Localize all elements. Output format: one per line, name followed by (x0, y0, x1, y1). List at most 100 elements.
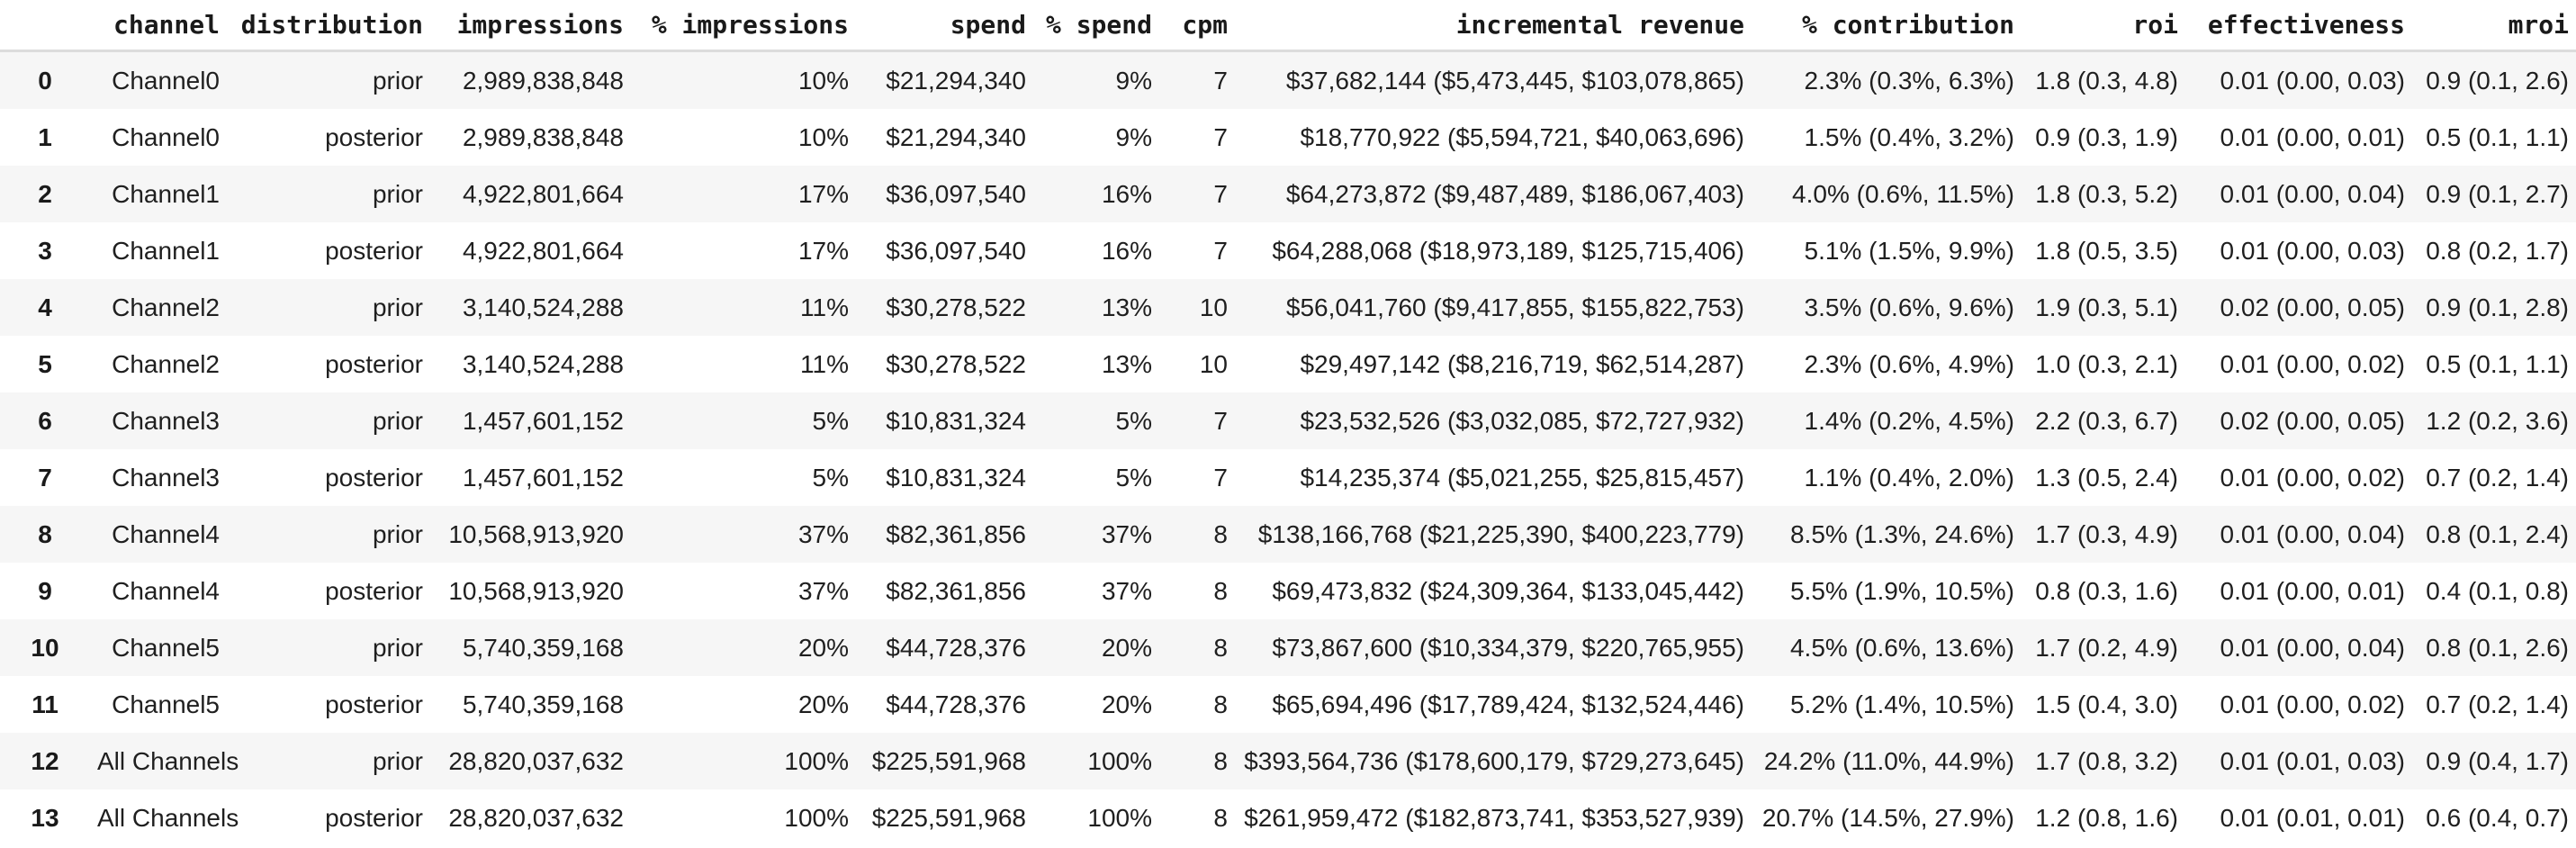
table-cell: $21,294,340 (886, 122, 1026, 151)
table-cell: $64,273,872 ($9,487,489, $186,067,403) (1285, 179, 1744, 208)
table-cell: 0.01 (0.01, 0.01) (2220, 803, 2405, 832)
row-index: 3 (38, 236, 52, 265)
table-cell: 1.3 (0.5, 2.4) (2035, 463, 2178, 492)
row-index: 1 (38, 122, 52, 151)
table-cell: 16% (1101, 236, 1152, 265)
row-index: 5 (38, 349, 52, 378)
table-cell: Channel5 (112, 690, 220, 718)
table-cell: Channel2 (112, 293, 220, 321)
table-cell: 0.9 (0.1, 2.7) (2426, 179, 2569, 208)
table-row: 3 Channel1 posterior 4,922,801,664 17% $36,09… (0, 222, 2576, 279)
table-cell: posterior (325, 349, 423, 378)
table-cell: Channel0 (112, 122, 220, 151)
table-cell: 0.01 (0.00, 0.04) (2220, 179, 2405, 208)
table-cell: $44,728,376 (886, 690, 1026, 718)
table-cell: posterior (325, 463, 423, 492)
table-cell: posterior (325, 690, 423, 718)
table-cell: $36,097,540 (886, 236, 1026, 265)
row-index: 0 (38, 66, 52, 95)
table-cell: Channel1 (112, 179, 220, 208)
table-cell: 8 (1213, 576, 1228, 605)
table-cell: 37% (1101, 576, 1152, 605)
column-header-distribution: distribution (227, 0, 430, 52)
table-cell: 1.5 (0.4, 3.0) (2035, 690, 2178, 718)
table-cell: 37% (1101, 519, 1152, 548)
row-index: 7 (38, 463, 52, 492)
table-cell: 8 (1213, 803, 1228, 832)
column-header-spend: spend (856, 0, 1033, 52)
table-cell: 5.5% (1.9%, 10.5%) (1789, 576, 2014, 605)
table-cell: 0.02 (0.00, 0.05) (2220, 293, 2405, 321)
table-cell: 10% (797, 122, 849, 151)
column-header-channel: channel (90, 0, 227, 52)
table-row: 5 Channel2 posterior 3,140,524,288 11% $30,27… (0, 336, 2576, 392)
table-cell: 0.9 (0.4, 1.7) (2426, 746, 2569, 775)
table-cell: prior (372, 519, 423, 548)
table-cell: 0.01 (0.00, 0.04) (2220, 633, 2405, 662)
table-cell: $14,235,374 ($5,021,255, $25,815,457) (1300, 463, 1744, 492)
table-cell: 0.4 (0.1, 0.8) (2426, 576, 2569, 605)
table-cell: 1.7 (0.2, 4.9) (2035, 633, 2178, 662)
table-cell: 20% (797, 633, 849, 662)
table-cell: 9% (1115, 66, 1152, 95)
table-cell: 8 (1213, 633, 1228, 662)
table-cell: 8 (1213, 746, 1228, 775)
row-index: 4 (38, 293, 52, 321)
table-cell: 0.8 (0.3, 1.6) (2035, 576, 2178, 605)
table-cell: 1.8 (0.5, 3.5) (2035, 236, 2178, 265)
table-cell: 8 (1213, 519, 1228, 548)
table-cell: 9% (1115, 122, 1152, 151)
table-cell: 100% (1087, 803, 1152, 832)
table-cell: 0.01 (0.00, 0.02) (2220, 349, 2405, 378)
table-cell: 3,140,524,288 (462, 349, 624, 378)
table-cell: $56,041,760 ($9,417,855, $155,822,753) (1285, 293, 1744, 321)
table-cell: $44,728,376 (886, 633, 1026, 662)
table-cell: 5,740,359,168 (462, 690, 624, 718)
table-cell: 1.2 (0.2, 3.6) (2426, 406, 2569, 435)
table-cell: 2,989,838,848 (462, 66, 624, 95)
table-cell: 0.8 (0.2, 1.7) (2426, 236, 2569, 265)
table-cell: $69,473,832 ($24,309,364, $133,045,442) (1272, 576, 1744, 605)
table-cell: posterior (325, 576, 423, 605)
table-cell: 0.6 (0.4, 0.7) (2426, 803, 2569, 832)
table-cell: All Channels (97, 746, 239, 775)
table-cell: $73,867,600 ($10,334,379, $220,765,955) (1272, 633, 1744, 662)
table-cell: prior (372, 179, 423, 208)
row-index: 2 (38, 179, 52, 208)
table-cell: $37,682,144 ($5,473,445, $103,078,865) (1285, 66, 1744, 95)
column-header-mroi: mroi (2412, 0, 2576, 52)
table-cell: posterior (325, 803, 423, 832)
table-cell: 28,820,037,632 (448, 803, 624, 832)
table-cell: $21,294,340 (886, 66, 1026, 95)
table-cell: 20% (1101, 690, 1152, 718)
column-header-impressions: % impressions (631, 0, 856, 52)
table-cell: 11% (800, 349, 849, 378)
table-cell: $29,497,142 ($8,216,719, $62,514,287) (1300, 349, 1744, 378)
table-cell: posterior (325, 236, 423, 265)
table-cell: 1.2 (0.8, 1.6) (2035, 803, 2178, 832)
table-row: 7 Channel3 posterior 1,457,601,152 5% $10,831… (0, 449, 2576, 506)
table-row: 10 Channel5 prior 5,740,359,168 20% $44,728,3… (0, 619, 2576, 676)
table-cell: 17% (797, 179, 849, 208)
table-cell: All Channels (97, 803, 239, 832)
table-cell: 10 (1199, 349, 1228, 378)
table-cell: $261,959,472 ($182,873,741, $353,527,939… (1244, 803, 1744, 832)
table-cell: 0.01 (0.00, 0.04) (2220, 519, 2405, 548)
table-cell: 1.7 (0.3, 4.9) (2035, 519, 2178, 548)
table-cell: $18,770,922 ($5,594,721, $40,063,696) (1300, 122, 1744, 151)
table-cell: 13% (1101, 293, 1152, 321)
table-row: 13 All Channels posterior 28,820,037,632 100… (0, 789, 2576, 846)
table-cell: 1.0 (0.3, 2.1) (2035, 349, 2178, 378)
table-cell: 24.2% (11.0%, 44.9%) (1763, 746, 2014, 775)
table-row: 9 Channel4 posterior 10,568,913,920 37% $82,3… (0, 563, 2576, 619)
table-cell: 0.7 (0.2, 1.4) (2426, 690, 2569, 718)
table-cell: 2.3% (0.3%, 6.3%) (1804, 66, 2014, 95)
column-header-roi: roi (2022, 0, 2185, 52)
table-cell: 7 (1213, 66, 1228, 95)
column-header-impressions: impressions (430, 0, 631, 52)
table-cell: $393,564,736 ($178,600,179, $729,273,645… (1244, 746, 1744, 775)
table-cell: 28,820,037,632 (448, 746, 624, 775)
column-header-contribution: % contribution (1752, 0, 2022, 52)
table-cell: 0.01 (0.00, 0.03) (2220, 66, 2405, 95)
